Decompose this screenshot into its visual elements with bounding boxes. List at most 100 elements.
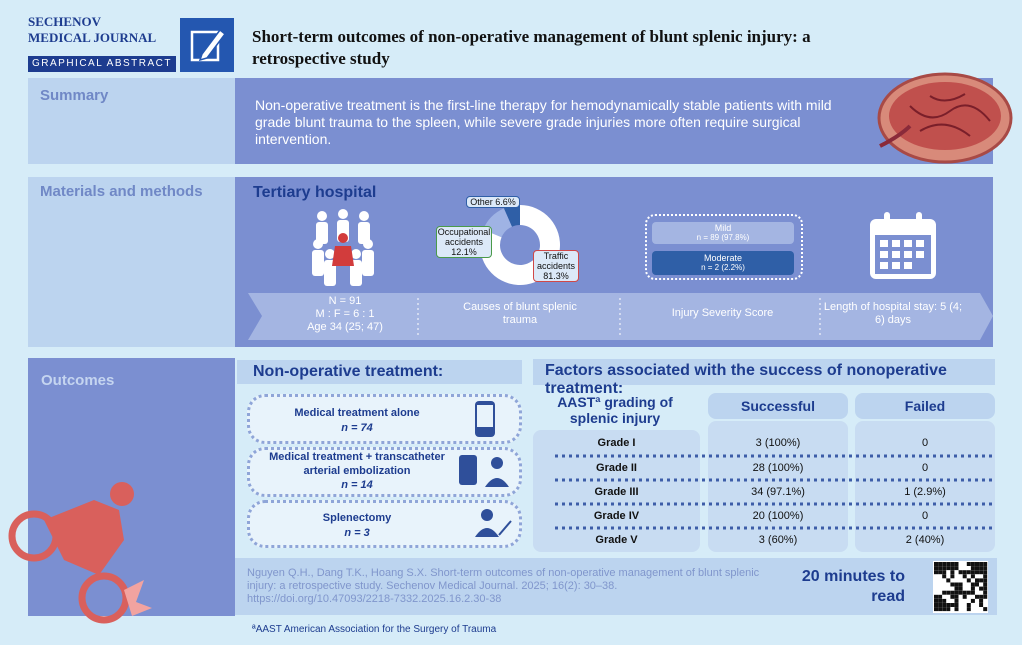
methods-label-panel [28,177,235,347]
calendar-icon [870,212,936,279]
table-cell: 20 (100%) [752,510,804,522]
grade-label: Grade II [596,462,637,474]
journal-line-2: MEDICAL JOURNAL [28,30,157,45]
qr-module [942,590,947,595]
qr-module [975,570,979,575]
severity-name: Moderate [703,253,743,263]
severity-detail: n = 2 (2.2%) [701,263,745,272]
qr-module [979,594,984,599]
qr-module [983,562,988,566]
qr-module [938,598,943,603]
citation-panel [235,558,997,615]
qr-module [950,562,955,566]
cause-value: 12.1% [451,247,477,257]
summary-panel [235,78,993,164]
qr-module [950,594,955,599]
table-cell: 34 (97.1%) [751,486,805,498]
qr-module [958,586,963,591]
qr-module [954,607,959,612]
qr-module [950,603,955,607]
factors-title: Factors associated with the success of n… [545,362,947,397]
qr-module [975,594,979,599]
table-header: Successful [708,393,848,419]
successful-column [708,421,848,552]
cause-name: Occupational accidents [437,227,491,247]
qr-module [954,603,959,607]
cause-label: Traffic accidents 81.3% [533,250,579,282]
qr-module [946,603,951,607]
qr-module [970,598,975,603]
qr-module [966,570,971,575]
summary-text: Non-operative treatment is the first-lin… [255,97,832,147]
qr-module [970,586,975,591]
qr-module [950,570,955,575]
qr-module [979,586,984,591]
table-cell: 0 [921,510,929,522]
treatment-n: n = 74 [341,422,373,434]
qr-module [942,607,947,612]
treatment-icons [459,401,512,537]
grade-column [533,430,700,552]
grade-label: Grade III [594,486,639,498]
qr-module [975,566,979,571]
qr-code [933,561,988,613]
pen-icon [180,18,234,72]
qr-module [954,562,959,566]
qr-module [946,566,951,571]
severity-mild: Mild n = 89 (97.8%) [652,222,794,244]
qr-module [983,582,988,587]
qr-module [983,586,988,591]
cause-value: 6.6% [495,197,516,207]
qr-module [942,566,947,571]
row-dividers [555,454,995,530]
table-cell: 1 (2.9%) [904,486,946,498]
qr-module [966,607,971,612]
qr-module [942,603,947,607]
hospital-stay: Length of hospital stay: 5 (4; 6) days [823,301,963,326]
qr-module [966,590,971,595]
qr-module [946,607,951,612]
qr-module [966,562,971,566]
journal-line-1: SECHENOV [28,14,101,29]
table-cell: 0 [921,462,929,474]
badge: GRAPHICAL ABSTRACT [28,56,176,72]
outcomes-label: Outcomes [41,372,115,389]
treatment-header [237,360,522,384]
qr-module [938,562,943,566]
qr-module [979,562,984,566]
qr-module [934,598,938,603]
qr-module [934,603,938,607]
donut-segment [503,205,520,227]
qr-module [950,574,955,579]
qr-module [954,582,959,587]
qr-module [938,566,943,571]
qr-module [950,590,955,595]
treatment-name: Medical treatment + transcatheter arteri… [269,451,445,477]
grade-label: Grade V [595,534,638,546]
severity-title: Injury Severity Score [671,307,774,319]
qr-module [938,607,943,612]
methods-label: Materials and methods [40,183,203,200]
qr-module [954,590,959,595]
qr-module [942,570,947,575]
failed-column [855,421,995,552]
qr-module [983,570,988,575]
qr-module [979,570,984,575]
qr-module [958,590,963,595]
qr-module [970,574,975,579]
qr-module [983,594,988,599]
qr-module [975,562,979,566]
qr-module [975,578,979,583]
qr-module [966,603,971,607]
summary-label: Summary [40,87,109,104]
cause-name: Other [470,197,493,207]
footnote: ªAAST American Association for the Surge… [252,624,497,635]
qr-module [983,590,988,595]
qr-module [979,598,984,603]
cause-value: 81.3% [543,271,569,281]
qr-module [942,598,947,603]
cause-label: Occupational accidents 12.1% [436,226,492,258]
patients-n: N = 91 [328,295,362,307]
qr-module [966,578,971,583]
